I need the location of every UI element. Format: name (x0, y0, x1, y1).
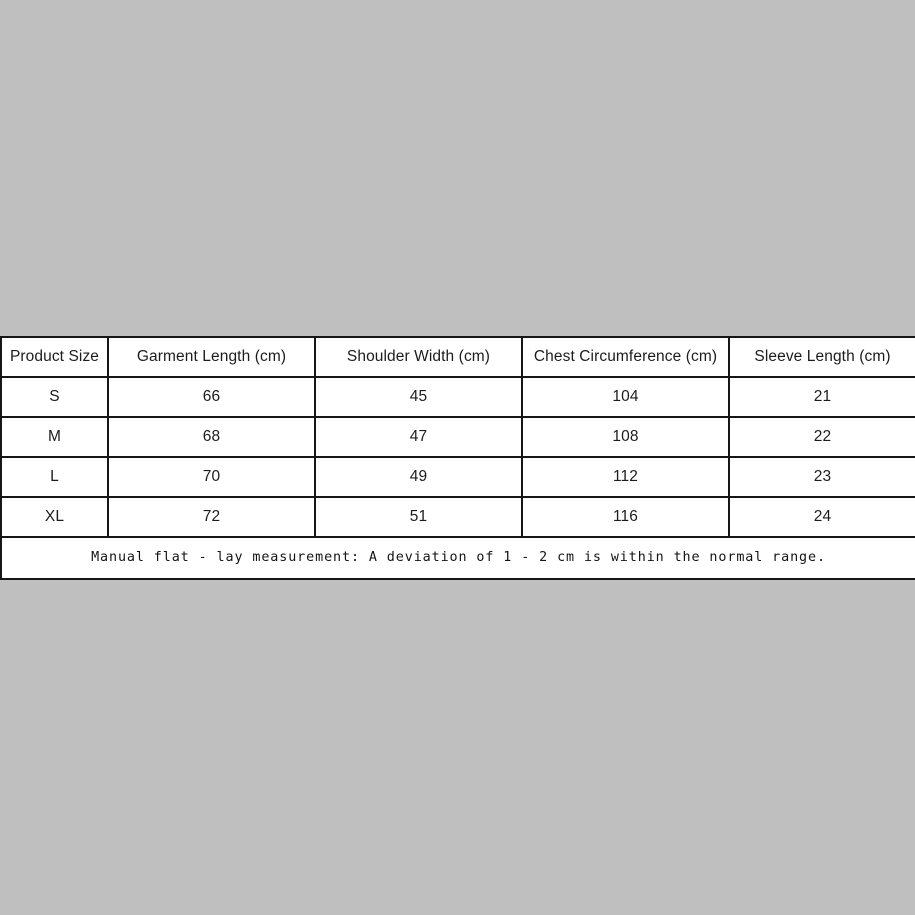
cell-shoulder-width: 49 (314, 456, 523, 498)
table-row: S 66 45 104 21 (0, 376, 915, 418)
table-row: M 68 47 108 22 (0, 416, 915, 458)
cell-size: M (0, 416, 109, 458)
cell-sleeve-length: 24 (728, 496, 915, 538)
column-header-product-size: Product Size (0, 336, 109, 378)
cell-chest-circumference: 116 (521, 496, 730, 538)
column-header-shoulder-width: Shoulder Width (cm) (314, 336, 523, 378)
cell-garment-length: 68 (107, 416, 316, 458)
cell-shoulder-width: 45 (314, 376, 523, 418)
cell-shoulder-width: 47 (314, 416, 523, 458)
cell-chest-circumference: 112 (521, 456, 730, 498)
column-header-chest-circumference: Chest Circumference (cm) (521, 336, 730, 378)
cell-sleeve-length: 21 (728, 376, 915, 418)
column-header-sleeve-length: Sleeve Length (cm) (728, 336, 915, 378)
size-chart-header: Product Size Garment Length (cm) Shoulde… (0, 336, 915, 378)
cell-garment-length: 70 (107, 456, 316, 498)
cell-chest-circumference: 104 (521, 376, 730, 418)
table-row: XL 72 51 116 24 (0, 496, 915, 538)
cell-size: L (0, 456, 109, 498)
size-chart-container: Product Size Garment Length (cm) Shoulde… (0, 336, 915, 580)
cell-shoulder-width: 51 (314, 496, 523, 538)
table-note-row: Manual flat - lay measurement: A deviati… (0, 536, 915, 580)
column-header-garment-length: Garment Length (cm) (107, 336, 316, 378)
cell-size: S (0, 376, 109, 418)
cell-garment-length: 66 (107, 376, 316, 418)
cell-chest-circumference: 108 (521, 416, 730, 458)
table-row: L 70 49 112 23 (0, 456, 915, 498)
cell-sleeve-length: 23 (728, 456, 915, 498)
cell-size: XL (0, 496, 109, 538)
table-header-row: Product Size Garment Length (cm) Shoulde… (0, 336, 915, 378)
cell-sleeve-length: 22 (728, 416, 915, 458)
size-chart-body: S 66 45 104 21 M 68 47 108 22 L 70 49 11… (0, 376, 915, 580)
measurement-note: Manual flat - lay measurement: A deviati… (0, 536, 915, 580)
size-chart-table: Product Size Garment Length (cm) Shoulde… (0, 336, 915, 580)
cell-garment-length: 72 (107, 496, 316, 538)
